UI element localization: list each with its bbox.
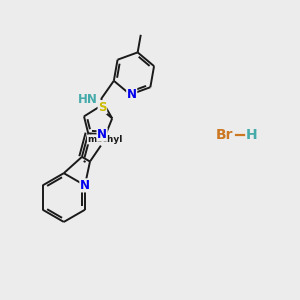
Text: S: S xyxy=(98,100,106,114)
Text: N: N xyxy=(127,88,137,101)
Text: Br: Br xyxy=(216,128,233,142)
Text: H: H xyxy=(246,128,257,142)
Text: methyl: methyl xyxy=(87,135,123,144)
Text: N: N xyxy=(97,128,107,141)
Text: HN: HN xyxy=(78,92,98,106)
Text: N: N xyxy=(80,179,90,192)
